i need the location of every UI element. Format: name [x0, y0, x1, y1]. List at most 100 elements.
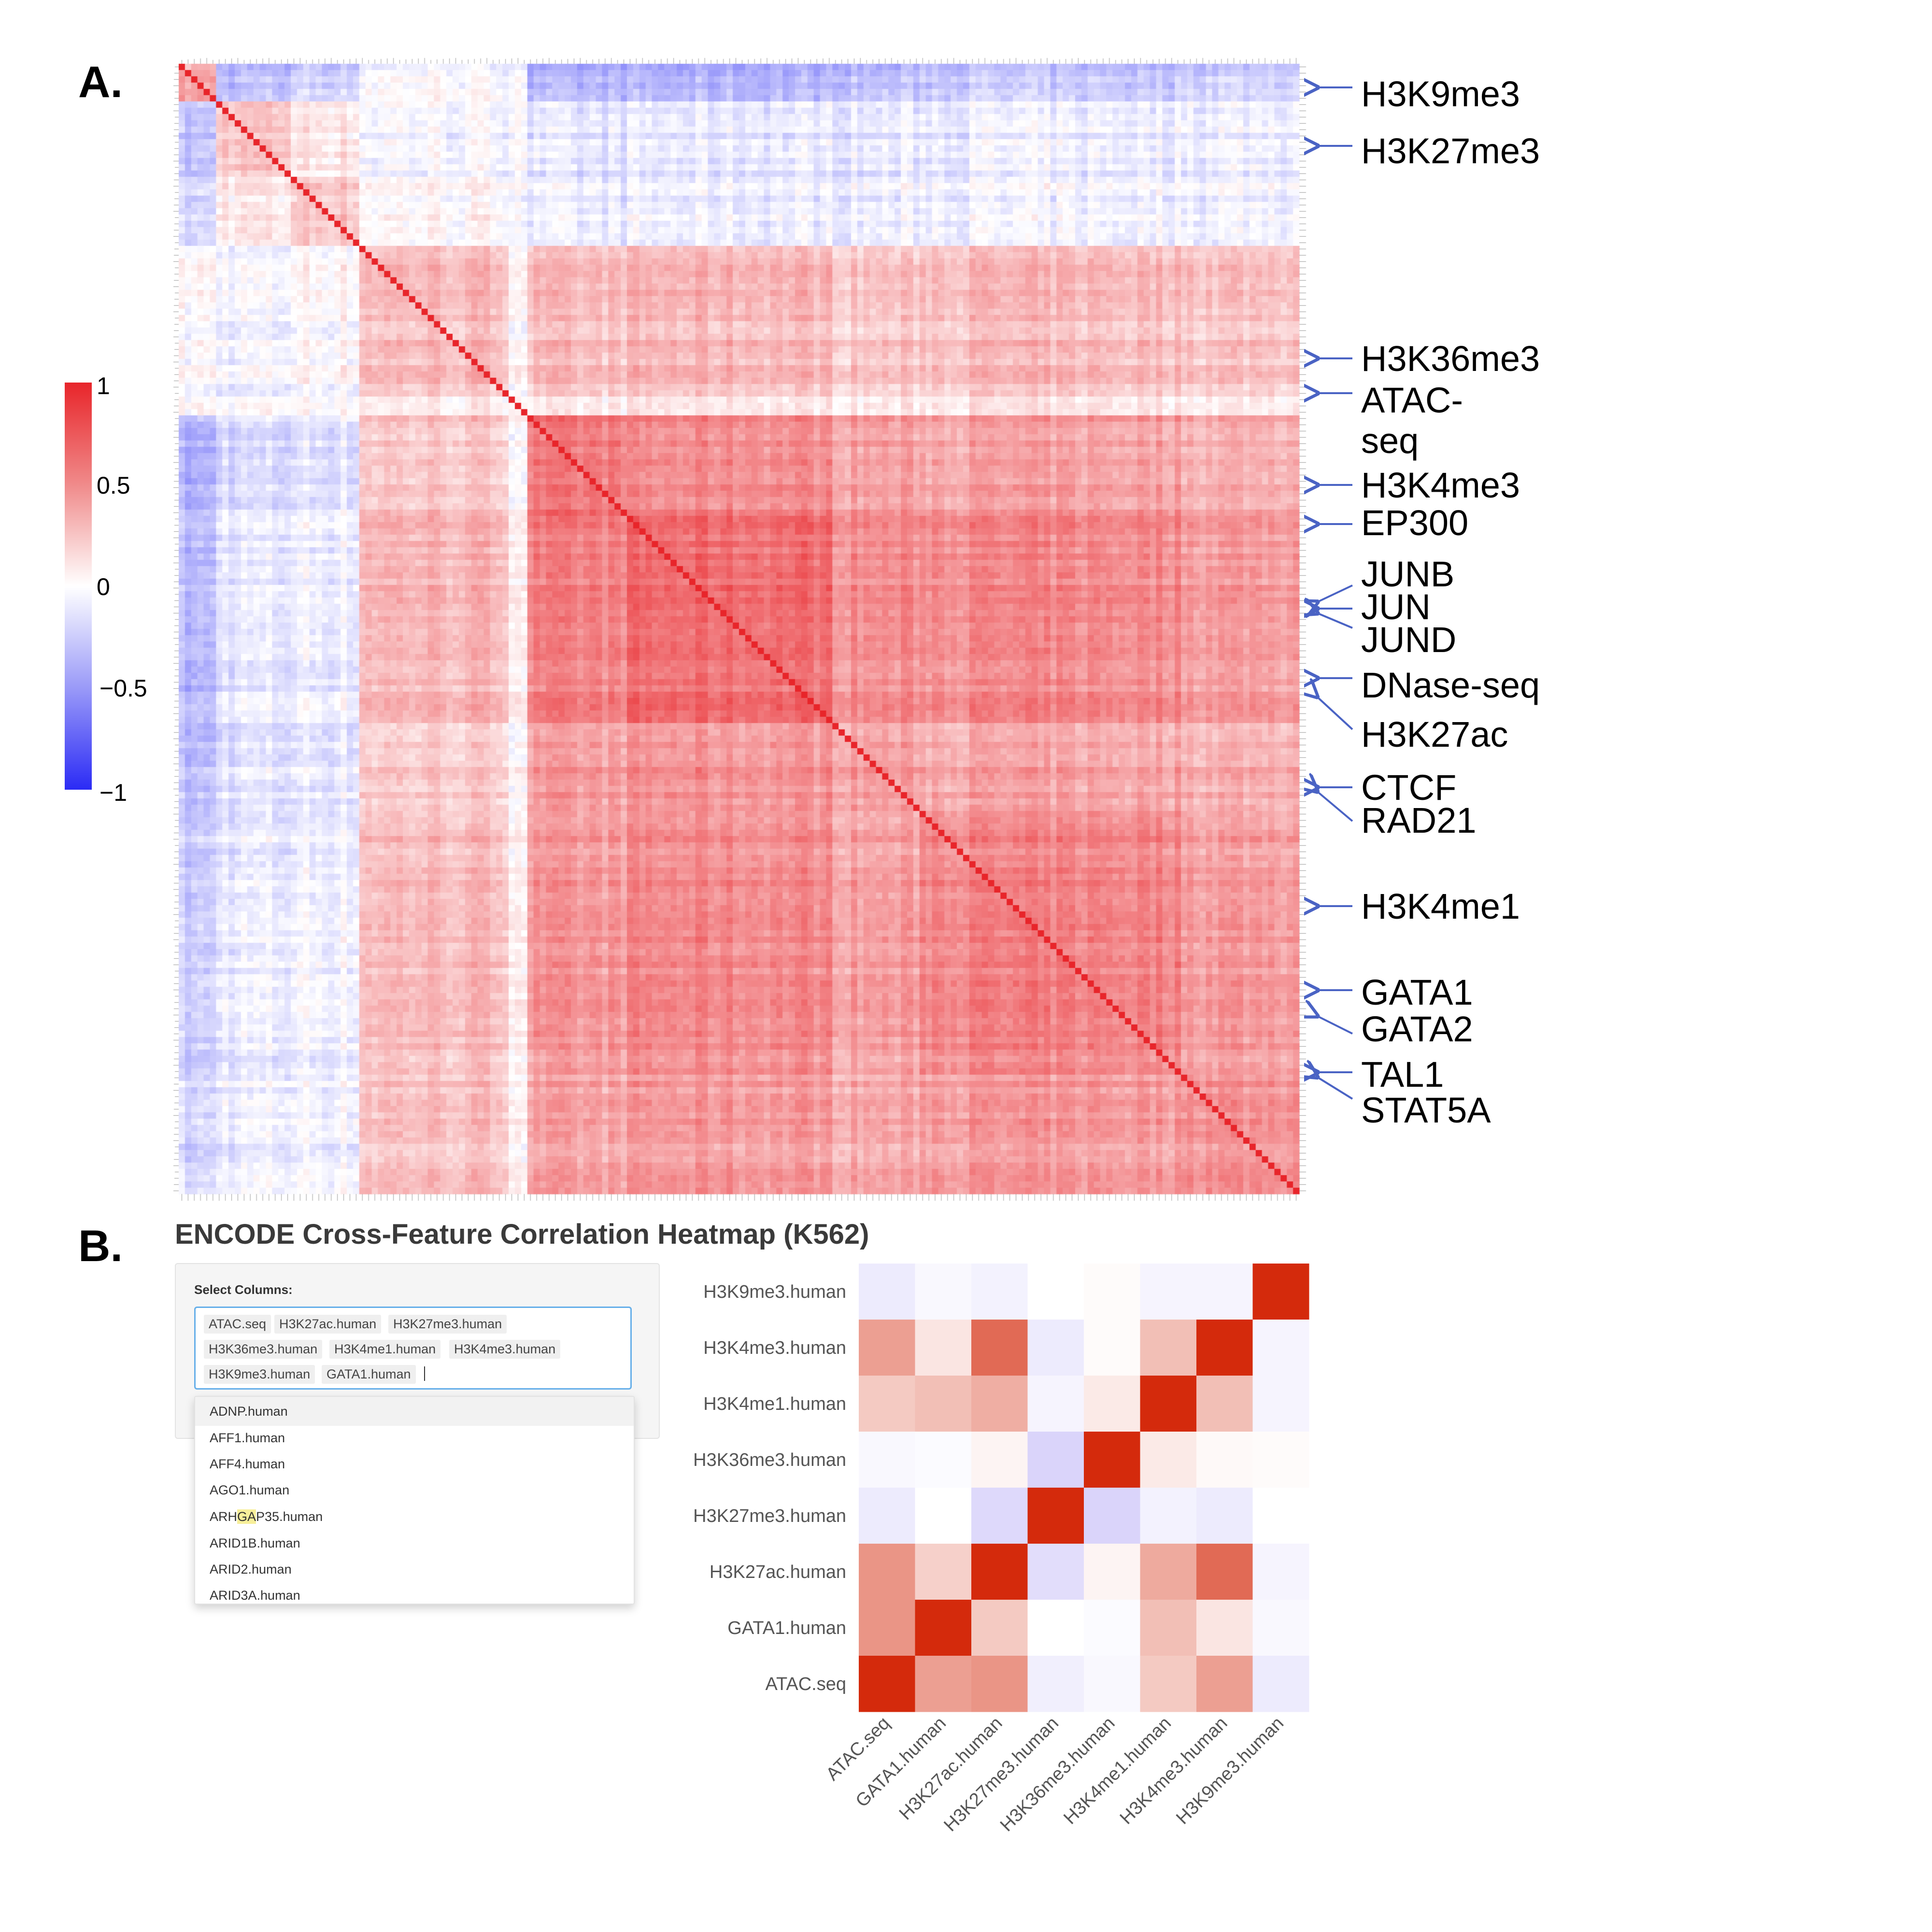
heatmap-cell: [1140, 1488, 1197, 1544]
selected-chip[interactable]: H3K36me3.human: [204, 1340, 323, 1359]
heatmap-cell: [915, 1488, 972, 1544]
heatmap-cell: [859, 1320, 915, 1376]
column-options-dropdown[interactable]: ADNP.human AFF1.human AFF4.human AGO1.hu…: [194, 1396, 635, 1605]
x-tick-label: H3K27ac.human: [895, 1713, 1007, 1824]
colorbar: [65, 383, 92, 790]
dropdown-option[interactable]: ARHGAP35.human: [210, 1509, 323, 1524]
heatmap-cell: [859, 1488, 915, 1544]
dropdown-option[interactable]: ARID2.human: [210, 1562, 292, 1577]
heatmap-cell: [1027, 1488, 1084, 1544]
heatmap-cell: [1252, 1544, 1309, 1600]
heatmap-cell: [1140, 1264, 1197, 1320]
annotation-label: STAT5A: [1361, 1090, 1491, 1130]
annotation-label: H3K36me3: [1361, 339, 1540, 379]
heatmap-cell: [971, 1600, 1028, 1656]
y-tick-label: H3K9me3.human: [703, 1282, 846, 1302]
heatmap-cell: [971, 1656, 1028, 1712]
heatmap-cell: [1084, 1656, 1140, 1712]
heatmap-cell: [1196, 1264, 1253, 1320]
heatmap-cell: [1084, 1432, 1140, 1488]
annotation-label: CTCF: [1361, 767, 1457, 808]
dropdown-option[interactable]: AFF4.human: [210, 1457, 285, 1471]
heatmap-cell: [971, 1488, 1028, 1544]
heatmap-cell: [1252, 1600, 1309, 1656]
heatmap-cell: [1196, 1600, 1253, 1656]
dashboard-title: ENCODE Cross-Feature Correlation Heatmap…: [175, 1219, 869, 1250]
heatmap-cell: [1027, 1656, 1084, 1712]
colorbar-tick: 0: [97, 573, 110, 600]
heatmap-cell: [971, 1264, 1028, 1320]
heatmap-cell: [915, 1600, 972, 1656]
x-tick-label: H3K4me1.human: [1060, 1713, 1175, 1829]
selected-chip[interactable]: H3K4me3.human: [449, 1340, 561, 1359]
heatmap-cell: [971, 1544, 1028, 1600]
heatmap-cell: [915, 1432, 972, 1488]
dropdown-option[interactable]: AFF1.human: [210, 1431, 285, 1445]
colorbar-tick: −0.5: [99, 675, 147, 702]
heatmap-cell: [1252, 1432, 1309, 1488]
heatmap-cell: [1252, 1488, 1309, 1544]
annotation-label: JUND: [1361, 620, 1457, 660]
annotation-label: JUNB: [1361, 554, 1455, 594]
heatmap-cell: [1027, 1600, 1084, 1656]
heatmap-cell: [1084, 1488, 1140, 1544]
annotation-label: H3K9me3: [1361, 74, 1520, 114]
heatmap-cell: [971, 1376, 1028, 1432]
selected-chip[interactable]: ATAC.seq: [204, 1315, 271, 1334]
heatmap-cell: [1196, 1376, 1253, 1432]
heatmap-cell: [1252, 1264, 1309, 1320]
panel-b-label: B.: [78, 1222, 123, 1271]
colorbar-tick: 0.5: [97, 472, 130, 499]
heatmap-cell: [915, 1656, 972, 1712]
selected-chip[interactable]: H3K27ac.human: [274, 1315, 382, 1334]
selected-chip[interactable]: H3K4me1.human: [329, 1340, 441, 1359]
annotation-label: H3K4me3: [1361, 465, 1520, 505]
annotation-label: H3K27me3: [1361, 131, 1540, 171]
heatmap-cell: [1140, 1544, 1197, 1600]
heatmap-cell: [1140, 1376, 1197, 1432]
annotation-label: DNase-seq: [1361, 665, 1540, 705]
panel-a-label: A.: [78, 57, 123, 107]
heatmap-cell: [1140, 1320, 1197, 1376]
heatmap-cell: [859, 1656, 915, 1712]
heatmap-cell: [1027, 1376, 1084, 1432]
heatmap-cell: [1084, 1544, 1140, 1600]
heatmap-cell: [859, 1544, 915, 1600]
annotation-label: seq: [1361, 421, 1419, 461]
heatmap-cell: [859, 1432, 915, 1488]
annotation-label: JUN: [1361, 587, 1431, 627]
y-tick-label: H3K27me3.human: [693, 1506, 846, 1526]
x-tick-label: H3K4me3.human: [1116, 1713, 1232, 1829]
heatmap-cell: [1084, 1320, 1140, 1376]
y-tick-label: H3K27ac.human: [710, 1562, 846, 1582]
heatmap-cell: [915, 1544, 972, 1600]
dropdown-option[interactable]: ARID3A.human: [210, 1588, 300, 1603]
select-columns-label: Select Columns:: [194, 1282, 293, 1297]
annotation-label: RAD21: [1361, 800, 1477, 840]
dropdown-option[interactable]: ADNP.human: [210, 1404, 288, 1419]
heatmap-cell: [859, 1600, 915, 1656]
heatmap-cell: [915, 1320, 972, 1376]
text-cursor: [424, 1366, 425, 1381]
heatmap-cell: [1084, 1376, 1140, 1432]
heatmap-cell: [971, 1320, 1028, 1376]
heatmap-cell: [915, 1264, 972, 1320]
dropdown-option[interactable]: ARID1B.human: [210, 1536, 300, 1550]
selected-chip[interactable]: H3K9me3.human: [204, 1365, 315, 1384]
heatmap-cell: [1196, 1488, 1253, 1544]
heatmap-cell: [1027, 1320, 1084, 1376]
selected-chip[interactable]: GATA1.human: [322, 1365, 416, 1384]
dropdown-option[interactable]: AGO1.human: [210, 1483, 290, 1497]
heatmap-cell: [1084, 1264, 1140, 1320]
heatmap-cell: [1196, 1656, 1253, 1712]
heatmap-cell: [1027, 1264, 1084, 1320]
heatmap-cell: [1140, 1432, 1197, 1488]
annotation-label: EP300: [1361, 503, 1469, 543]
heatmap-cell: [1084, 1600, 1140, 1656]
colorbar-tick: 1: [97, 372, 110, 399]
heatmap-cell: [1252, 1320, 1309, 1376]
heatmap-cell: [1140, 1656, 1197, 1712]
selected-chip[interactable]: H3K27me3.human: [388, 1315, 507, 1334]
heatmap-cell: [1196, 1544, 1253, 1600]
